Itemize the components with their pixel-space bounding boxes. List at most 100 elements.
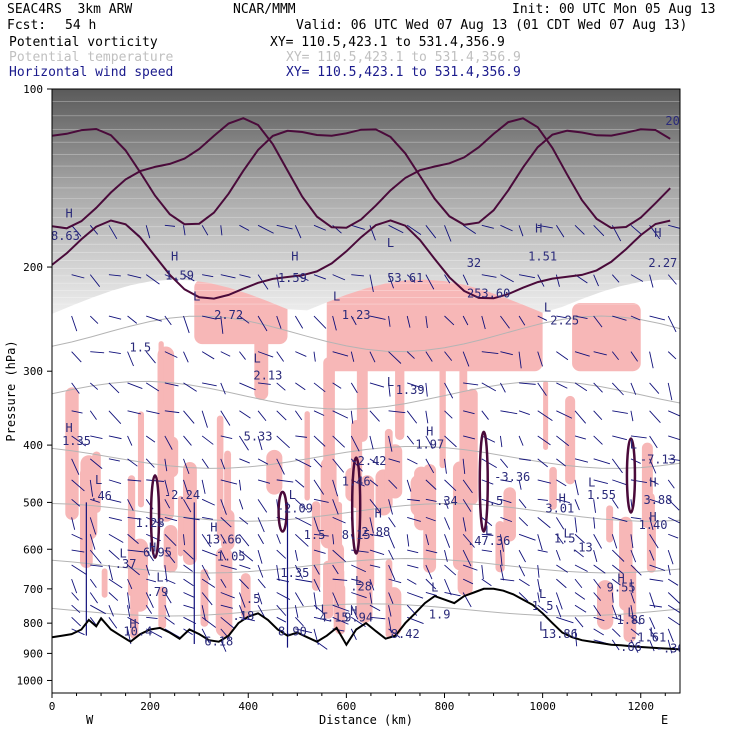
pv-fill-streak <box>65 387 79 520</box>
contour-label: L <box>387 236 394 250</box>
wind-arrow <box>108 578 123 589</box>
wind-arrow <box>481 564 484 580</box>
wind-arrow <box>332 410 349 419</box>
contour-label: 1.86 <box>616 613 645 627</box>
wind-arrow <box>630 382 637 395</box>
wind-arrow <box>257 435 263 451</box>
wind-arrow <box>537 534 543 551</box>
wind-arrow <box>518 499 527 509</box>
wind-arrow <box>294 550 299 561</box>
wind-arrow <box>555 549 561 561</box>
wind-arrow <box>649 479 659 485</box>
wind-arrow <box>537 592 540 603</box>
wind-arrow <box>499 564 505 581</box>
wind-arrow <box>108 410 122 424</box>
y-tick-label: 700 <box>23 583 43 596</box>
wind-arrow <box>630 315 641 321</box>
wind-arrow <box>556 382 568 389</box>
wind-arrow <box>183 458 190 475</box>
west-label: W <box>86 713 94 727</box>
wind-arrow <box>145 604 153 614</box>
wind-arrow <box>164 435 173 450</box>
contour-label: -7.13 <box>640 453 676 467</box>
wind-arrow <box>71 616 81 627</box>
wind-arrow <box>89 382 99 390</box>
wind-arrow <box>556 498 570 504</box>
wind-arrow <box>388 410 406 414</box>
y-tick-label: 600 <box>23 543 43 556</box>
theta-contour <box>52 502 680 522</box>
wind-arrow <box>388 549 394 561</box>
wind-arrow <box>183 410 195 424</box>
wind-arrow <box>127 479 142 482</box>
wind-arrow <box>667 578 679 586</box>
contour-label: H <box>559 491 566 505</box>
wind-arrow <box>350 410 354 424</box>
wind-arrow <box>257 534 264 545</box>
wind-arrow <box>201 225 209 236</box>
wind-arrow <box>425 534 430 546</box>
wind-arrow <box>351 224 365 230</box>
contour-label: L <box>253 351 260 365</box>
wind-arrow <box>220 578 227 588</box>
wind-arrow <box>71 517 76 530</box>
wind-arrow <box>164 499 171 509</box>
wind-arrow <box>444 479 457 492</box>
contour-label: 6.95 <box>143 545 172 559</box>
contour-label: 1.97 <box>415 437 444 451</box>
wind-arrow <box>90 604 106 615</box>
wind-arrow <box>220 479 238 485</box>
contour-label: L <box>193 290 200 304</box>
contour-label: 1.5 <box>304 528 326 542</box>
wind-arrow <box>71 578 78 594</box>
wind-arrow <box>220 616 235 629</box>
upper-pv-band <box>52 89 680 314</box>
y-tick-label: 500 <box>23 496 43 509</box>
valid-time: Valid: 06 UTC Wed 07 Aug 13 (01 CDT Wed … <box>296 18 688 33</box>
wind-arrow <box>164 382 179 387</box>
wind-arrow <box>276 435 290 449</box>
wind-arrow <box>388 458 401 463</box>
wind-arrow <box>462 499 472 512</box>
wind-arrow <box>388 315 391 327</box>
wind-arrow <box>71 225 82 237</box>
wind-arrow <box>71 549 85 553</box>
wind-arrow <box>108 382 120 394</box>
wind-arrow <box>388 578 402 584</box>
wind-arrow <box>108 564 113 581</box>
wind-arrow <box>276 549 287 559</box>
wind-arrow <box>257 549 263 564</box>
wind-arrow <box>220 639 227 652</box>
y-tick-label: 100 <box>23 83 43 96</box>
wind-arrow <box>593 628 604 636</box>
wind-arrow <box>108 315 122 320</box>
wind-arrow <box>462 351 470 367</box>
wind-arrow <box>127 564 140 576</box>
wind-arrow <box>201 479 206 494</box>
wind-arrow <box>556 315 567 319</box>
wind-arrow <box>518 225 524 237</box>
wind-arrow <box>332 435 346 448</box>
wind-arrow <box>295 628 313 634</box>
wind-arrow <box>649 410 661 423</box>
wind-arrow <box>257 351 274 358</box>
wind-arrow <box>239 315 250 324</box>
wind-arrow <box>462 274 469 286</box>
wind-arrow <box>108 225 118 240</box>
wind-arrow <box>145 592 154 609</box>
wind-arrow <box>183 564 193 572</box>
pv-fill-streak <box>619 516 633 611</box>
wind-arrow <box>89 315 99 324</box>
wind-arrow <box>649 517 654 531</box>
wind-arrow <box>574 458 589 463</box>
wind-arrow <box>332 274 346 281</box>
wind-arrow <box>425 351 433 362</box>
contour-label: L <box>539 587 546 601</box>
contour-label: H <box>535 222 542 236</box>
wind-arrow <box>481 351 499 355</box>
wind-arrow <box>537 498 548 501</box>
wind-arrow <box>407 382 424 389</box>
pv-fill-streak <box>466 388 478 505</box>
wind-arrow <box>145 564 150 576</box>
wind-arrow <box>295 458 312 468</box>
